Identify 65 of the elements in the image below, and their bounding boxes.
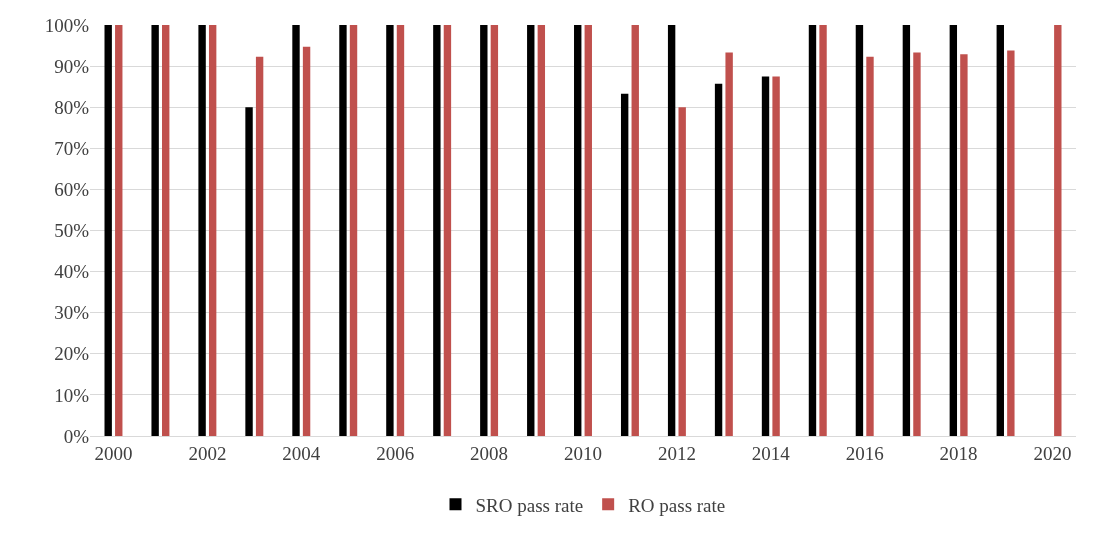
bar (208, 25, 217, 436)
bar (527, 25, 535, 436)
bar (151, 25, 159, 436)
bar (808, 25, 817, 436)
x-tick-label: 2004 (282, 442, 321, 464)
bar (772, 76, 780, 436)
bar (443, 25, 452, 436)
x-tick-label: 2010 (564, 442, 602, 464)
bar (855, 25, 864, 436)
x-tick-label: 2018 (939, 442, 978, 464)
bar (162, 25, 170, 436)
bar (349, 25, 358, 436)
x-tick-label: 2014 (751, 442, 791, 464)
bar (302, 46, 311, 436)
bar (584, 25, 592, 436)
x-tick-label: 2020 (1033, 442, 1072, 464)
bar (960, 54, 968, 436)
bar (902, 25, 911, 436)
x-tick-label: 2016 (845, 442, 884, 464)
x-tick-label: 2000 (94, 442, 133, 464)
bar (819, 25, 827, 436)
bar (396, 25, 405, 436)
y-tick-label: 0% (63, 425, 90, 447)
bar (667, 25, 676, 436)
y-tick-label: 80% (54, 96, 90, 118)
bar (386, 25, 394, 436)
y-tick-label: 30% (54, 302, 90, 324)
x-tick-label: 2006 (376, 442, 415, 464)
bar (631, 25, 639, 436)
y-tick-label: 90% (54, 55, 90, 77)
y-tick-label: 70% (54, 137, 90, 159)
bar (537, 25, 546, 436)
y-tick-label: 40% (54, 261, 90, 283)
bar (292, 25, 300, 436)
bar (725, 52, 733, 436)
bar (490, 25, 499, 436)
bar (245, 107, 253, 436)
bar (996, 25, 1004, 436)
bar (115, 25, 123, 436)
bar (339, 25, 347, 436)
bar (433, 25, 441, 436)
bar (1007, 50, 1015, 436)
legend-label: RO pass rate (628, 494, 726, 516)
bar (866, 56, 874, 436)
bar (620, 93, 629, 436)
bar (761, 76, 770, 436)
y-tick-label: 20% (54, 343, 90, 365)
x-tick-label: 2012 (657, 442, 696, 464)
bar (678, 107, 686, 436)
legend-label: SRO pass rate (475, 494, 584, 516)
bar (104, 25, 112, 436)
y-tick-label: 100% (44, 14, 90, 36)
bar (255, 56, 264, 436)
bar (714, 83, 723, 436)
x-tick-label: 2002 (188, 442, 227, 464)
bar (480, 25, 488, 436)
y-tick-label: 60% (54, 179, 90, 201)
y-tick-label: 10% (54, 384, 90, 406)
bar (574, 25, 582, 436)
x-tick-label: 2008 (470, 442, 509, 464)
bar (949, 25, 958, 436)
bar (913, 52, 921, 436)
y-tick-label: 50% (54, 220, 90, 242)
bar (1054, 25, 1062, 436)
bar (198, 25, 206, 436)
